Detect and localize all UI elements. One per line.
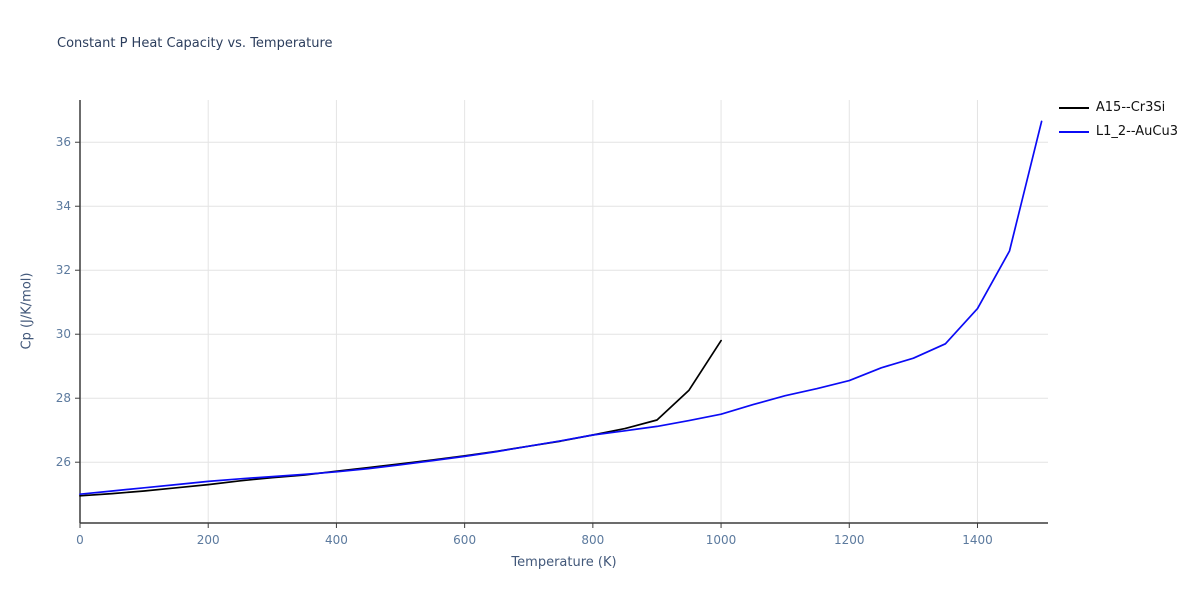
y-tick-label: 26 [56, 455, 71, 469]
y-tick-label: 36 [56, 135, 71, 149]
legend-item: A15--Cr3Si [1058, 100, 1178, 115]
x-axis-label: Temperature (K) [511, 555, 617, 570]
x-tick-label: 600 [453, 533, 476, 547]
x-tick-label: 1000 [706, 533, 737, 547]
x-tick-label: 800 [581, 533, 604, 547]
y-tick-label: 32 [56, 263, 71, 277]
y-axis-label: Cp (J/K/mol) [19, 272, 35, 350]
legend-swatch [1058, 106, 1089, 109]
legend-label: L1_2--AuCu3 [1095, 124, 1178, 139]
x-tick-label: 400 [325, 533, 348, 547]
legend-swatch [1058, 130, 1089, 133]
x-tick-label: 1400 [962, 533, 993, 547]
legend-item: L1_2--AuCu3 [1058, 124, 1178, 139]
chart-title: Constant P Heat Capacity vs. Temperature [57, 36, 333, 51]
y-tick-label: 34 [56, 199, 71, 213]
series-line-A15--Cr3Si [79, 339, 722, 497]
x-tick-label: 1200 [834, 533, 865, 547]
x-tick-label: 0 [76, 533, 84, 547]
x-tick-label: 200 [197, 533, 220, 547]
legend: A15--Cr3Si L1_2--AuCu3 [1058, 100, 1178, 139]
legend-label: A15--Cr3Si [1095, 100, 1166, 115]
series-line-L1_2--AuCu3 [79, 120, 1043, 496]
y-tick-label: 28 [56, 391, 71, 405]
y-tick-label: 30 [56, 327, 71, 341]
gridlines [79, 100, 1048, 523]
